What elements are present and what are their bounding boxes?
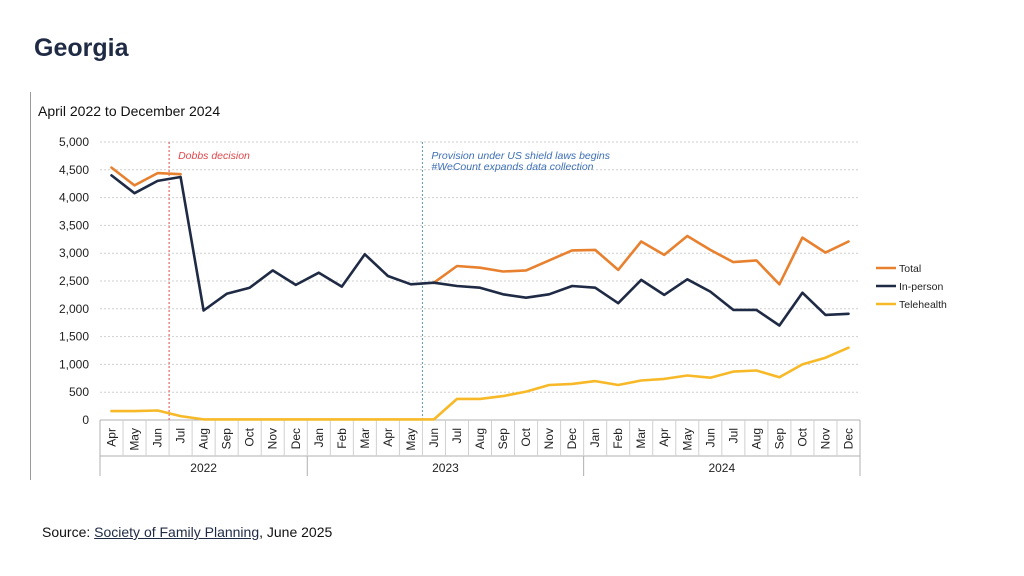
x-tick-label: Dec <box>841 428 855 449</box>
x-tick-label: Jan <box>588 428 602 447</box>
x-tick-label: Jul <box>450 428 464 443</box>
y-tick-label: 4,000 <box>59 191 89 205</box>
x-tick-label: Nov <box>266 428 280 449</box>
x-tick-label: May <box>680 428 694 451</box>
legend-label: Total <box>899 263 921 275</box>
y-tick-label: 500 <box>69 385 89 399</box>
x-tick-label: Jun <box>151 428 165 447</box>
x-tick-label: Aug <box>749 428 763 449</box>
source-prefix: Source: <box>42 524 95 540</box>
annotation-label: #WeCount expands data collection <box>431 161 593 173</box>
y-tick-label: 4,500 <box>59 163 89 177</box>
x-tick-label: Oct <box>243 427 257 446</box>
page-title: Georgia <box>34 34 129 62</box>
x-tick-label: Nov <box>818 428 832 449</box>
year-label: 2022 <box>190 461 217 475</box>
x-tick-label: May <box>404 428 418 451</box>
x-tick-label: Aug <box>197 428 211 449</box>
annotation-label: Dobbs decision <box>178 150 250 162</box>
x-tick-label: Jan <box>312 428 326 447</box>
y-tick-label: 0 <box>82 413 89 427</box>
x-tick-label: Apr <box>657 428 671 447</box>
x-tick-label: Jun <box>427 428 441 447</box>
y-tick-label: 1,000 <box>59 357 89 371</box>
x-tick-label: Oct <box>795 427 809 446</box>
source-note: Source: Society of Family Planning, June… <box>42 524 332 540</box>
x-tick-label: Nov <box>542 428 556 449</box>
year-label: 2023 <box>432 461 459 475</box>
legend-label: In-person <box>899 281 944 293</box>
x-tick-label: Sep <box>220 428 234 450</box>
x-tick-label: Mar <box>358 428 372 449</box>
series-line-telehealth <box>110 346 850 421</box>
y-tick-label: 2,500 <box>59 274 89 288</box>
x-tick-label: May <box>128 428 142 451</box>
x-tick-label: Mar <box>634 428 648 449</box>
annotation-label: Provision under US shield laws begins <box>431 150 610 162</box>
chart-frame-line <box>30 92 31 480</box>
x-tick-label: Oct <box>519 427 533 446</box>
x-tick-label: Dec <box>565 428 579 449</box>
x-tick-label: Dec <box>289 428 303 449</box>
x-tick-label: Apr <box>105 428 119 447</box>
x-tick-label: Apr <box>381 428 395 447</box>
x-tick-label: Jul <box>174 428 188 443</box>
chart-title: April 2022 to December 2024 <box>38 103 220 119</box>
y-tick-label: 5,000 <box>59 135 89 149</box>
x-tick-label: Jul <box>726 428 740 443</box>
x-tick-label: Feb <box>611 428 625 449</box>
x-tick-label: Sep <box>496 428 510 450</box>
y-tick-label: 1,500 <box>59 330 89 344</box>
year-label: 2024 <box>708 461 735 475</box>
y-tick-label: 3,000 <box>59 246 89 260</box>
legend-label: Telehealth <box>899 299 947 311</box>
x-tick-label: Jun <box>703 428 717 447</box>
y-tick-label: 3,500 <box>59 218 89 232</box>
x-tick-label: Sep <box>772 428 786 450</box>
series-line-total <box>110 166 850 286</box>
x-tick-label: Aug <box>473 428 487 449</box>
x-tick-label: Feb <box>335 428 349 449</box>
source-link[interactable]: Society of Family Planning <box>94 524 260 540</box>
series-line-in-person <box>110 174 850 327</box>
source-suffix: , June 2025 <box>259 524 333 540</box>
y-tick-label: 2,000 <box>59 302 89 316</box>
